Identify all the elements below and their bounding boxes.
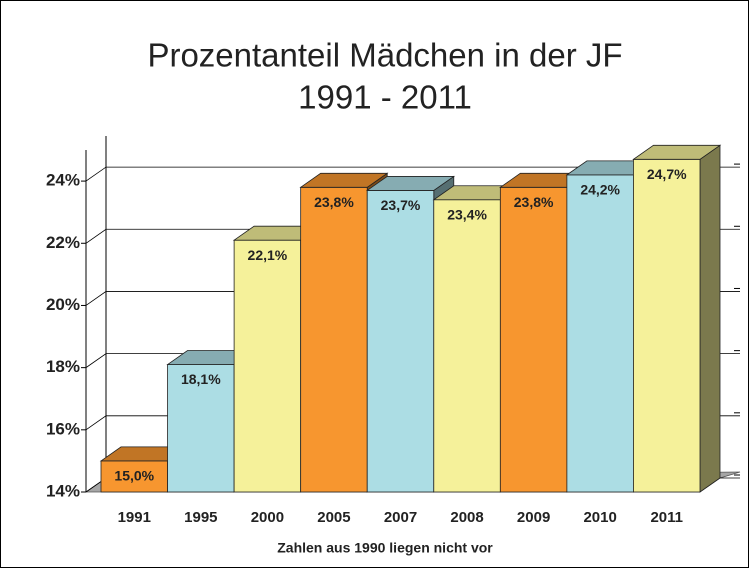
x-tick-label: 1991 [118, 509, 151, 526]
bar [632, 144, 722, 493]
y-tick-label: 22% [46, 233, 80, 252]
value-label: 23,7% [381, 197, 421, 213]
x-tick-label: 2011 [650, 509, 683, 526]
y-tick-label: 24% [46, 171, 80, 190]
bar-top [299, 172, 389, 188]
value-label: 24,7% [647, 166, 687, 182]
bar-front [233, 239, 302, 493]
bar-front [633, 158, 701, 493]
x-tick-label: 2009 [517, 509, 550, 526]
chart-title: Prozentanteil Mädchen in der JF [147, 37, 622, 74]
value-label: 23,8% [314, 194, 354, 210]
bar-front [366, 190, 435, 493]
value-label: 22,1% [248, 247, 288, 263]
value-label: 23,4% [447, 206, 487, 222]
chart-subtitle: 1991 - 2011 [298, 79, 472, 116]
x-tick-label: 2000 [251, 509, 284, 526]
y-tick-label: 14% [46, 481, 80, 500]
value-label: 18,1% [181, 371, 221, 387]
y-tick-label: 16% [46, 419, 80, 438]
bar-front [300, 186, 368, 493]
bar-front [433, 199, 501, 493]
bar-front [566, 174, 634, 493]
value-label: 23,8% [514, 194, 554, 210]
y-tick-label: 18% [46, 357, 80, 376]
x-tick-label: 2008 [450, 509, 483, 526]
bar-front [167, 364, 235, 493]
x-axis-label: Zahlen aus 1990 liegen nicht vor [277, 540, 493, 556]
bar-top [365, 176, 456, 191]
x-tick-label: 2007 [384, 509, 417, 526]
y-tick-label: 20% [46, 295, 80, 314]
x-tick-label: 1995 [184, 509, 217, 526]
value-label: 15,0% [114, 468, 154, 484]
bar-top [632, 144, 722, 160]
bar-side [699, 144, 721, 493]
value-label: 24,2% [580, 182, 620, 198]
bar-front [499, 186, 568, 493]
grid-line [85, 166, 740, 182]
x-tick-label: 2010 [583, 509, 616, 526]
x-tick-label: 2005 [317, 509, 350, 526]
